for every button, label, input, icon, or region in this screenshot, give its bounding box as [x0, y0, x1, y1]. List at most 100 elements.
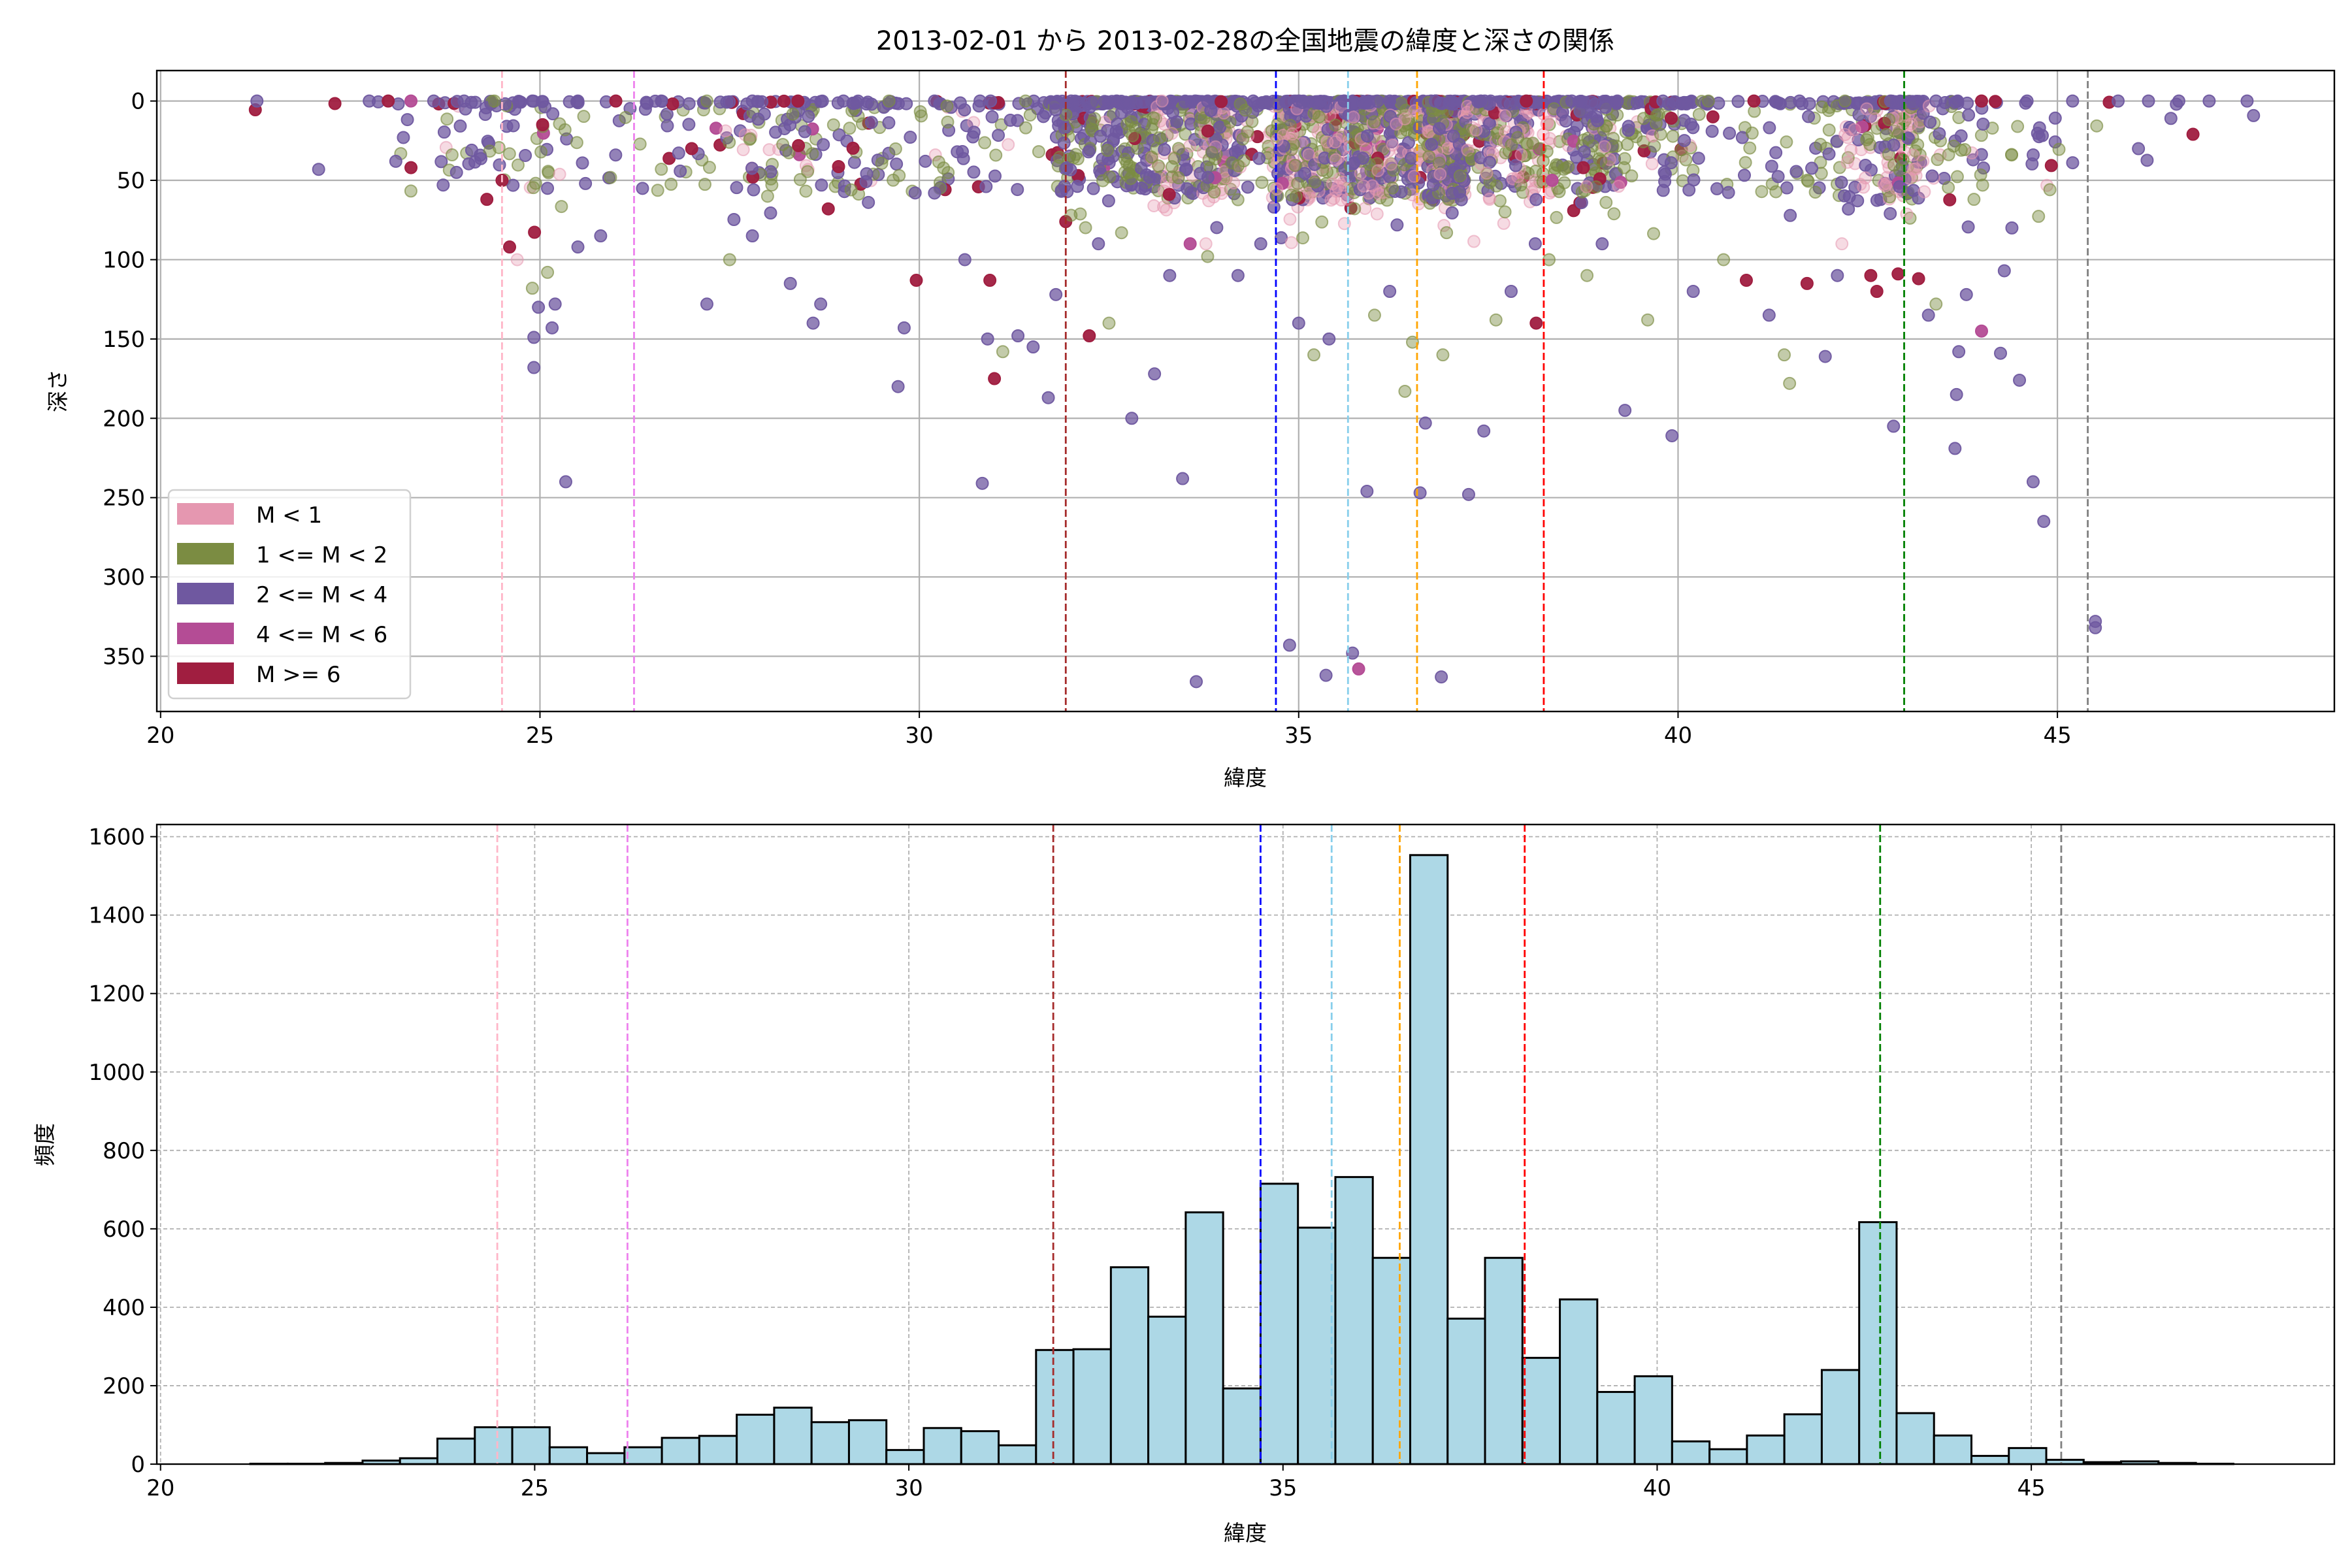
scatter-point	[2037, 515, 2051, 529]
legend-swatch	[177, 583, 234, 604]
scatter-point	[783, 276, 797, 290]
scatter-point	[1308, 175, 1322, 189]
scatter-point	[909, 274, 923, 287]
histogram-bar	[1109, 1266, 1150, 1465]
scatter-point	[2013, 373, 2027, 387]
scatter-point	[1329, 153, 1343, 167]
scatter-point	[1974, 129, 1988, 142]
scatter-point	[1598, 101, 1612, 114]
scatter-point	[1359, 95, 1373, 108]
scatter-point	[2172, 94, 2185, 108]
scatter-point	[793, 172, 807, 186]
scatter-point	[967, 165, 981, 179]
scatter-point	[1026, 340, 1040, 353]
scatter-point	[1367, 115, 1381, 129]
scatter-point	[1769, 95, 1783, 109]
scatter-point	[989, 148, 1003, 162]
scatter-point	[1884, 206, 1897, 220]
scatter-point	[250, 94, 264, 108]
scatter-point	[2032, 210, 2046, 223]
scatter-point	[1686, 285, 1700, 299]
legend-swatch	[177, 662, 234, 684]
scatter-point	[1474, 94, 1488, 108]
scatter-point	[1543, 132, 1557, 146]
scatter-point	[1156, 200, 1170, 214]
scatter-point	[1358, 201, 1372, 215]
scatter-point	[992, 129, 1005, 142]
scatter-point	[1762, 308, 1776, 322]
scatter-point	[1489, 313, 1503, 327]
y-tick-label: 1600	[88, 825, 145, 851]
scatter-point	[1769, 146, 1783, 159]
scatter-point	[640, 95, 653, 109]
scatter-point	[1143, 171, 1156, 184]
y-tick-label: 200	[103, 406, 145, 432]
scatter-point	[1125, 412, 1139, 425]
scatter-point	[1590, 110, 1603, 123]
histogram-bar	[1147, 1315, 1187, 1465]
scatter-point	[1115, 226, 1128, 240]
scatter-point	[1098, 95, 1111, 108]
scatter-point	[1841, 131, 1855, 144]
scatter-point	[1959, 287, 1973, 301]
scatter-point	[1157, 118, 1171, 131]
scatter-point	[1610, 108, 1624, 122]
scatter-point	[1822, 123, 1836, 137]
histogram-axes: 0 200 400 600 800 1000 1200 1400 1600 20 25 30 35 40 4…	[88, 823, 2336, 1501]
scatter-point	[1083, 329, 1096, 342]
scatter-point	[1641, 313, 1655, 327]
histogram-bar	[698, 1435, 738, 1465]
scatter-point	[682, 97, 696, 110]
scatter-point	[996, 345, 1009, 359]
scatter-point	[462, 157, 476, 171]
scatter-point	[449, 165, 463, 179]
scatter-point	[1480, 167, 1494, 180]
histogram-bar	[847, 1419, 888, 1465]
scatter-point	[510, 253, 524, 267]
histogram-bar	[1072, 1348, 1112, 1465]
scatter-point	[1625, 169, 1639, 183]
scatter-point	[2020, 94, 2034, 108]
scatter-point	[736, 143, 750, 157]
scatter-point	[1233, 142, 1247, 156]
y-tick-label: 400	[103, 1295, 145, 1321]
scatter-point	[1086, 182, 1100, 195]
scatter-point	[1404, 152, 1418, 165]
scatter-point	[1321, 123, 1335, 137]
scatter-point	[2240, 94, 2254, 108]
scatter-point	[1891, 267, 1905, 281]
scatter-point	[609, 148, 623, 162]
scatter-point	[1360, 129, 1374, 143]
scatter-point	[979, 180, 993, 193]
scatter-point	[1900, 207, 1914, 221]
scatter-point	[1210, 221, 1224, 235]
scatter-point	[1597, 140, 1611, 154]
scatter-point	[2132, 142, 2146, 155]
scatter-point	[843, 122, 857, 135]
scatter-point	[1356, 152, 1369, 165]
scatter-point	[474, 152, 487, 165]
scatter-point	[1800, 276, 1814, 290]
scatter-point	[1110, 94, 1124, 108]
scatter-point	[1870, 285, 1884, 299]
scatter-point	[2048, 111, 2062, 125]
scatter-point	[983, 274, 997, 287]
scatter-point	[1126, 129, 1139, 142]
scatter-point	[723, 135, 736, 149]
scatter-point	[1064, 208, 1078, 222]
scatter-point	[1692, 108, 1706, 122]
scatter-point	[745, 161, 759, 175]
scatter-point	[1023, 108, 1037, 122]
scatter-ylabel: 深さ	[45, 369, 71, 412]
scatter-point	[1302, 148, 1316, 161]
scatter-point	[1743, 141, 1757, 155]
scatter-point	[890, 157, 904, 171]
scatter-point	[1270, 133, 1284, 147]
scatter-point	[1691, 152, 1705, 165]
scatter-point	[1413, 486, 1427, 500]
scatter-point	[1622, 123, 1635, 137]
scatter-point	[832, 128, 846, 142]
scatter-point	[1201, 124, 1215, 138]
y-tick-label: 1000	[88, 1060, 145, 1086]
scatter-point	[1130, 97, 1143, 110]
